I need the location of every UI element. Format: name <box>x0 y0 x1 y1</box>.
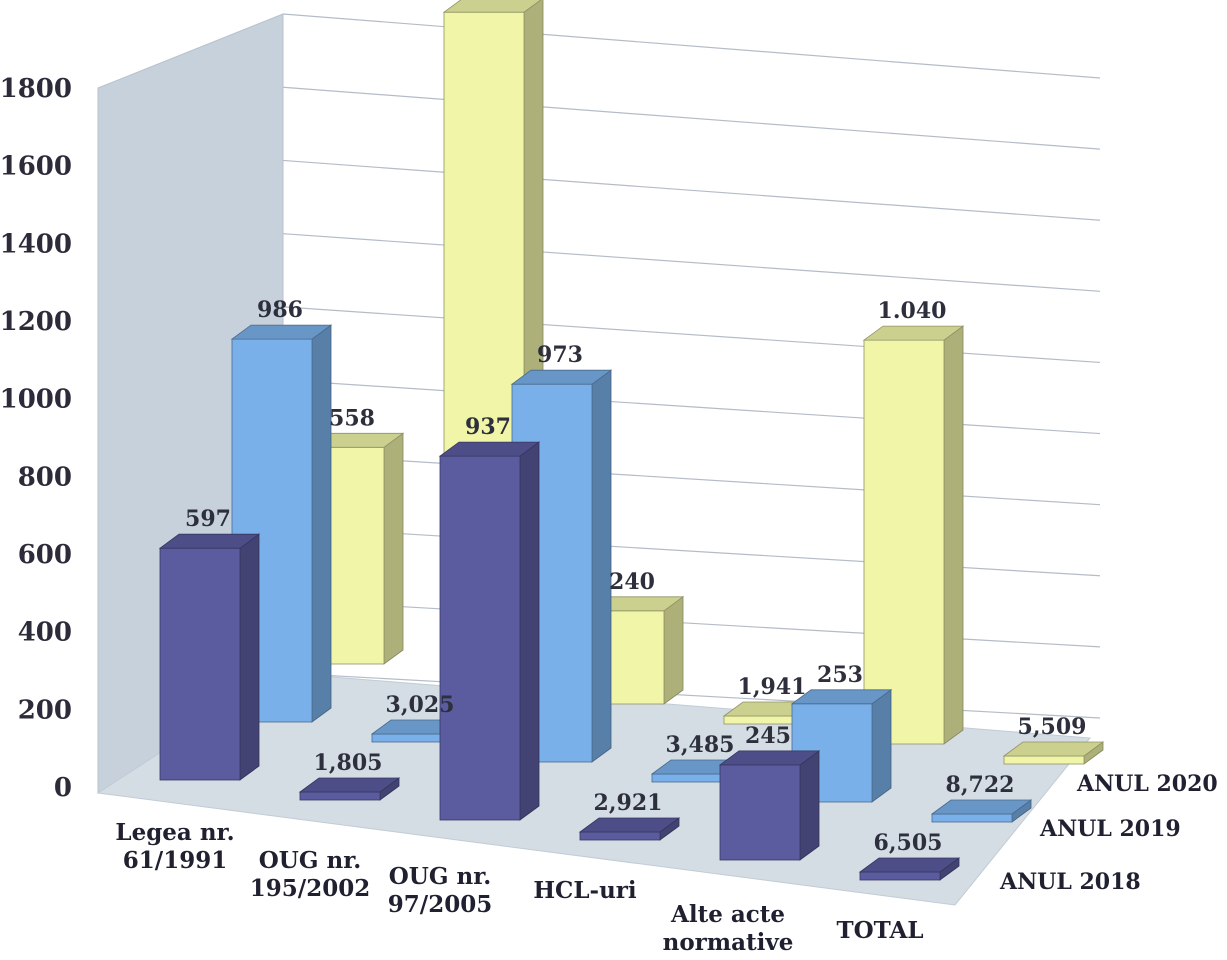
y-tick-label: 1400 <box>0 229 72 259</box>
data-label: 597 <box>185 506 231 532</box>
bar-top <box>930 799 1033 815</box>
category-label: normative <box>663 929 794 956</box>
bar-top <box>858 857 961 873</box>
data-label: 5,509 <box>1018 714 1087 740</box>
bar-top <box>578 817 681 833</box>
bar-top <box>1002 741 1105 757</box>
y-axis: 0 200 400 600 800 1000 1200 1400 1600 1800 <box>0 74 72 803</box>
bar-0-2 <box>438 441 541 821</box>
category-label: 97/2005 <box>388 891 492 918</box>
series-label: ANUL 2019 <box>1039 816 1181 842</box>
data-label: 3,025 <box>386 692 455 718</box>
category-label: 61/1991 <box>123 847 227 874</box>
bar-front <box>159 547 241 781</box>
bar-top <box>862 325 965 341</box>
data-label: 240 <box>609 569 655 595</box>
bar-0-3 <box>578 817 681 841</box>
bar-top <box>230 324 333 340</box>
y-tick-label: 1200 <box>0 307 72 337</box>
y-tick-label: 1800 <box>0 74 72 104</box>
gridline <box>282 306 1101 364</box>
bars <box>158 0 1105 881</box>
gridline <box>282 159 1101 221</box>
bar-side <box>519 441 540 821</box>
data-label: 2,921 <box>594 790 663 816</box>
data-label: 558 <box>329 405 375 431</box>
gridline <box>282 599 1101 648</box>
y-tick-label: 1000 <box>0 385 72 415</box>
bar-0-1 <box>298 777 401 801</box>
category-labels: Legea nr.61/1991 OUG nr.195/2002 OUG nr.97… <box>115 819 923 956</box>
series-label: ANUL 2020 <box>1076 771 1218 797</box>
bar-0-0 <box>158 533 261 781</box>
bar-side <box>799 750 820 861</box>
y-tick-label: 200 <box>18 695 72 725</box>
bar-front <box>931 813 1013 823</box>
data-label: 6,505 <box>874 830 943 856</box>
bar-side <box>311 324 332 723</box>
bar-top <box>718 750 821 766</box>
bar-top <box>298 777 401 793</box>
bar-front <box>859 871 941 881</box>
gridlines <box>282 13 1101 719</box>
bar-front <box>299 791 381 801</box>
bar-1-5 <box>930 799 1033 823</box>
gridline <box>282 379 1101 435</box>
data-labels: 5581.7302401,9411.0405,5099863,0259733,4… <box>185 297 1087 856</box>
category-label: Legea nr. <box>115 819 234 846</box>
bar-2-4 <box>862 325 965 745</box>
data-label: 1.040 <box>878 298 947 324</box>
data-label: 3,485 <box>666 732 735 758</box>
gridline <box>282 672 1101 719</box>
bar-front <box>439 455 521 821</box>
category-label: HCL-uri <box>533 877 637 904</box>
data-label: 1,941 <box>738 674 807 700</box>
bar-side <box>663 596 684 705</box>
bar-top <box>438 441 541 457</box>
data-label: 245 <box>745 723 791 749</box>
category-label: OUG nr. <box>389 863 491 890</box>
bar-0-5 <box>858 857 961 881</box>
y-tick-label: 1600 <box>0 152 72 182</box>
bar-top <box>790 689 893 705</box>
gridline <box>282 233 1101 292</box>
bar-top <box>158 533 261 549</box>
bar-0-4 <box>718 750 821 861</box>
series-label: ANUL 2018 <box>999 869 1141 895</box>
bar-front <box>863 339 945 745</box>
bar-side <box>943 325 964 745</box>
bar-front <box>1003 755 1085 765</box>
gridline <box>282 452 1101 506</box>
bar-front <box>719 764 801 861</box>
bar-side <box>871 689 892 803</box>
data-label: 973 <box>537 342 583 368</box>
bar-front <box>579 831 661 841</box>
y-tick-label: 800 <box>18 462 72 492</box>
y-tick-label: 0 <box>54 773 72 803</box>
data-label: 253 <box>817 662 863 688</box>
category-label: 195/2002 <box>250 875 370 902</box>
bar-top <box>442 0 542 13</box>
gridline <box>282 13 1101 79</box>
gridline <box>282 525 1101 577</box>
data-label: 937 <box>465 414 511 440</box>
category-label: OUG nr. <box>259 847 361 874</box>
series-labels: ANUL 2018 ANUL 2019 ANUL 2020 <box>999 771 1218 895</box>
bar-side <box>383 432 404 665</box>
data-label: 8,722 <box>946 772 1015 798</box>
data-label: 986 <box>257 297 303 323</box>
category-label: Alte acte <box>670 901 785 928</box>
y-tick-label: 400 <box>18 618 72 648</box>
y-tick-label: 600 <box>18 540 72 570</box>
bar-2-5 <box>1002 741 1105 765</box>
bar-side <box>591 369 612 763</box>
bar-side <box>239 533 260 781</box>
bar-top <box>510 369 613 385</box>
data-label: 1,805 <box>314 750 383 776</box>
category-label: TOTAL <box>836 917 923 944</box>
gridline <box>282 86 1101 150</box>
